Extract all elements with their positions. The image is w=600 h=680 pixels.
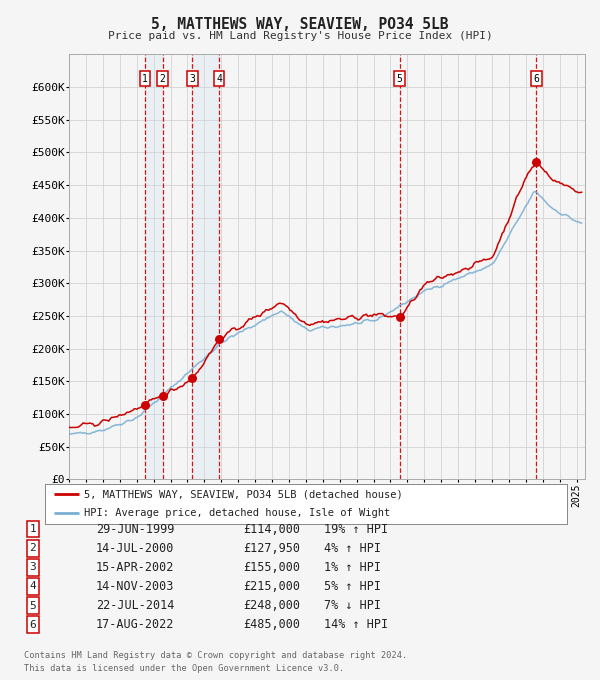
Text: 6: 6 xyxy=(533,73,539,84)
Text: 4: 4 xyxy=(29,581,37,592)
Text: 3: 3 xyxy=(190,73,195,84)
Text: 5, MATTHEWS WAY, SEAVIEW, PO34 5LB: 5, MATTHEWS WAY, SEAVIEW, PO34 5LB xyxy=(151,17,449,32)
Text: Price paid vs. HM Land Registry's House Price Index (HPI): Price paid vs. HM Land Registry's House … xyxy=(107,31,493,41)
Text: 5% ↑ HPI: 5% ↑ HPI xyxy=(324,580,381,593)
Text: £215,000: £215,000 xyxy=(243,580,300,593)
Text: This data is licensed under the Open Government Licence v3.0.: This data is licensed under the Open Gov… xyxy=(24,664,344,673)
Text: 22-JUL-2014: 22-JUL-2014 xyxy=(96,599,175,612)
Text: HPI: Average price, detached house, Isle of Wight: HPI: Average price, detached house, Isle… xyxy=(84,509,391,518)
Text: 5: 5 xyxy=(29,600,37,611)
Text: 4% ↑ HPI: 4% ↑ HPI xyxy=(324,542,381,555)
Text: 14-NOV-2003: 14-NOV-2003 xyxy=(96,580,175,593)
Text: 14% ↑ HPI: 14% ↑ HPI xyxy=(324,618,388,631)
Text: 14-JUL-2000: 14-JUL-2000 xyxy=(96,542,175,555)
Text: 15-APR-2002: 15-APR-2002 xyxy=(96,561,175,574)
Text: 19% ↑ HPI: 19% ↑ HPI xyxy=(324,523,388,536)
Text: 1% ↑ HPI: 1% ↑ HPI xyxy=(324,561,381,574)
Bar xyxy=(145,54,163,479)
Text: Contains HM Land Registry data © Crown copyright and database right 2024.: Contains HM Land Registry data © Crown c… xyxy=(24,651,407,660)
Text: 6: 6 xyxy=(29,619,37,630)
Text: 2: 2 xyxy=(29,543,37,554)
Text: 29-JUN-1999: 29-JUN-1999 xyxy=(96,523,175,536)
Text: 1: 1 xyxy=(29,524,37,534)
Text: £127,950: £127,950 xyxy=(243,542,300,555)
Text: 4: 4 xyxy=(216,73,222,84)
Text: £485,000: £485,000 xyxy=(243,618,300,631)
Text: £114,000: £114,000 xyxy=(243,523,300,536)
Text: 2: 2 xyxy=(160,73,166,84)
Text: 5, MATTHEWS WAY, SEAVIEW, PO34 5LB (detached house): 5, MATTHEWS WAY, SEAVIEW, PO34 5LB (deta… xyxy=(84,490,403,499)
Text: 1: 1 xyxy=(142,73,148,84)
Text: 17-AUG-2022: 17-AUG-2022 xyxy=(96,618,175,631)
Text: 7% ↓ HPI: 7% ↓ HPI xyxy=(324,599,381,612)
Text: 5: 5 xyxy=(397,73,403,84)
Text: £155,000: £155,000 xyxy=(243,561,300,574)
Text: 3: 3 xyxy=(29,562,37,573)
Bar xyxy=(193,54,219,479)
Text: £248,000: £248,000 xyxy=(243,599,300,612)
